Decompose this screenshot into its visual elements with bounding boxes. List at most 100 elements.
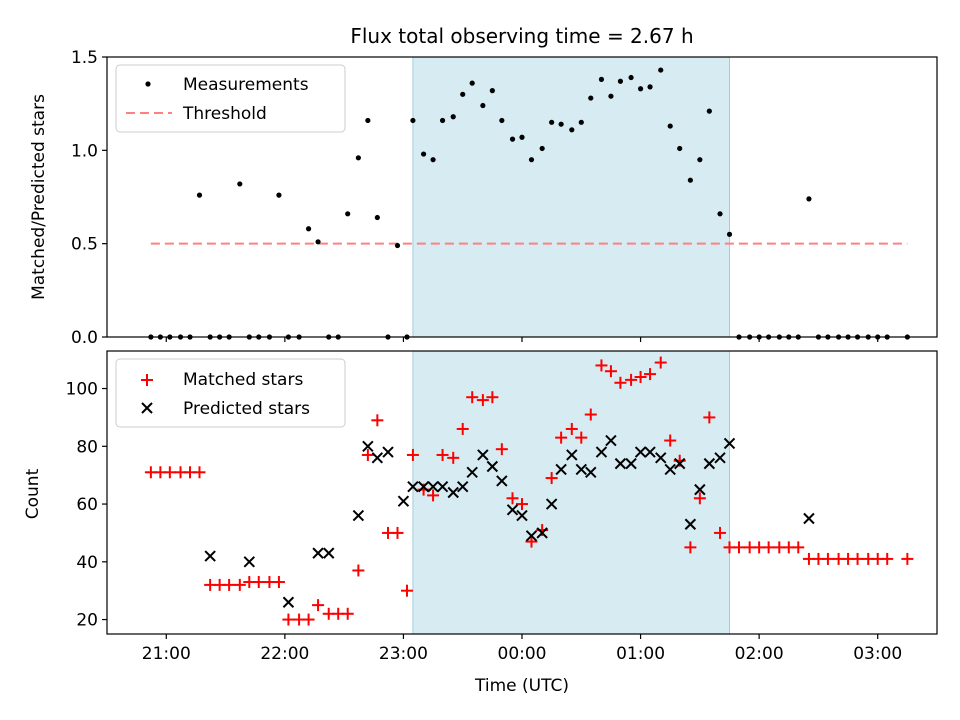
top-x-axis-ticks (165, 337, 879, 342)
matched-star-point (427, 489, 440, 502)
matched-star-point (901, 552, 914, 565)
predicted-star-point (516, 509, 528, 522)
predicted-star-point (457, 481, 469, 493)
legend-matched-marker (141, 374, 153, 386)
predicted-star-point (536, 527, 548, 539)
matched-star-point (233, 578, 246, 591)
matched-star-point (714, 526, 727, 539)
matched-star-point (272, 576, 285, 589)
top-y-axis-ticks: 0.0 0.5 1.0 1.5 (71, 48, 107, 348)
matched-star-point (604, 365, 617, 378)
predicted-star-point (362, 440, 374, 453)
matched-star-point (476, 394, 489, 407)
predicted-star-point (634, 446, 647, 458)
matched-star-point (595, 359, 608, 372)
y-tick-label: 0.0 (71, 328, 98, 348)
matched-star-point (223, 578, 236, 591)
matched-star-point (732, 541, 745, 554)
y-tick-label: 80 (76, 437, 98, 457)
legend-predicted-marker (141, 402, 153, 414)
legend-predicted-label: Predicted stars (183, 399, 310, 419)
measurement-point (608, 93, 614, 99)
predicted-star-point (714, 452, 726, 464)
matched-star-point (371, 414, 384, 427)
matched-star-point (506, 492, 519, 505)
predicted-star-point (447, 486, 459, 499)
measurement-point (509, 136, 516, 142)
x-tick-label: 21:00 (142, 644, 191, 664)
y-tick-label: 40 (76, 553, 98, 573)
y-tick-label: 100 (66, 380, 98, 400)
matched-star-point (302, 613, 315, 626)
measurement-points (148, 67, 910, 340)
measurement-point (617, 78, 624, 84)
predicted-star-point (664, 463, 676, 476)
matched-star-point (545, 472, 558, 485)
matched-star-point (486, 391, 499, 404)
measurement-point (365, 117, 371, 124)
predicted-star-point (382, 446, 394, 458)
matched-star-point (881, 552, 894, 565)
predicted-star-point (486, 460, 499, 473)
measurement-point (469, 80, 475, 86)
predicted-star-point (566, 449, 578, 461)
bottom-y-axis-label: Count (23, 468, 43, 519)
measurement-point (410, 117, 416, 124)
measurement-point (345, 211, 351, 217)
measurement-point (315, 239, 321, 245)
predicted-star-point (496, 475, 508, 487)
predicted-star-point (282, 596, 295, 608)
matched-star-point (391, 526, 404, 539)
predicted-star-point (545, 498, 558, 510)
y-tick-label: 0.5 (71, 235, 98, 255)
matched-star-point (684, 541, 697, 554)
predicted-star-point (417, 481, 430, 493)
matched-star-point (575, 431, 588, 444)
predicted-star-point (555, 463, 567, 476)
matched-star-point (565, 422, 578, 435)
y-tick-label: 1.0 (71, 141, 98, 161)
bottom-x-axis-ticks: 21:00 22:00 23:00 00:00 01:00 02:00 03:00 (142, 634, 902, 664)
ratio-panel: 0.0 0.5 1.0 1.5 Matched/Predicted stars Mea… (29, 48, 938, 348)
predicted-star-point (684, 518, 697, 530)
predicted-star-point (673, 457, 686, 470)
predicted-star-point (595, 446, 608, 458)
measurement-point (519, 134, 525, 140)
matched-star-point (436, 448, 449, 461)
measurement-point (588, 95, 594, 101)
predicted-star-point (703, 457, 716, 470)
matched-star-point (664, 434, 677, 447)
predicted-star-point (466, 466, 478, 478)
top-legend: Measurements Threshold (115, 64, 346, 133)
measurement-point (806, 196, 812, 202)
matched-star-point (400, 584, 413, 597)
predicted-star-point (407, 481, 419, 493)
bottom-x-axis-label: Time (UTC) (474, 676, 569, 696)
matched-star-point (654, 356, 667, 369)
matched-star-point (693, 492, 706, 505)
x-tick-label: 23:00 (379, 644, 428, 664)
measurement-point (677, 145, 683, 152)
x-tick-label: 02:00 (735, 644, 784, 664)
x-tick-label: 22:00 (260, 644, 309, 664)
matched-star-points (144, 356, 914, 626)
legend-threshold-label: Threshold (182, 104, 267, 124)
measurement-point (499, 117, 505, 124)
y-tick-label: 20 (76, 611, 98, 631)
matched-star-point (516, 498, 528, 511)
measurement-point (598, 76, 605, 82)
x-tick-label: 03:00 (853, 644, 902, 664)
matched-star-point (625, 373, 638, 386)
measurement-point (717, 211, 723, 217)
x-tick-label: 00:00 (498, 644, 547, 664)
matched-star-point (312, 599, 325, 612)
matched-star-point (703, 411, 716, 424)
predicted-star-point (525, 530, 538, 542)
measurement-point (539, 145, 545, 152)
predicted-star-point (655, 452, 667, 464)
measurement-point (637, 86, 644, 92)
count-panel: 20 40 60 80 100 21:00 22:00 23:00 00:00 01:00 02:… (23, 350, 938, 696)
legend-matched-label: Matched stars (183, 370, 303, 390)
measurement-point (355, 155, 361, 161)
